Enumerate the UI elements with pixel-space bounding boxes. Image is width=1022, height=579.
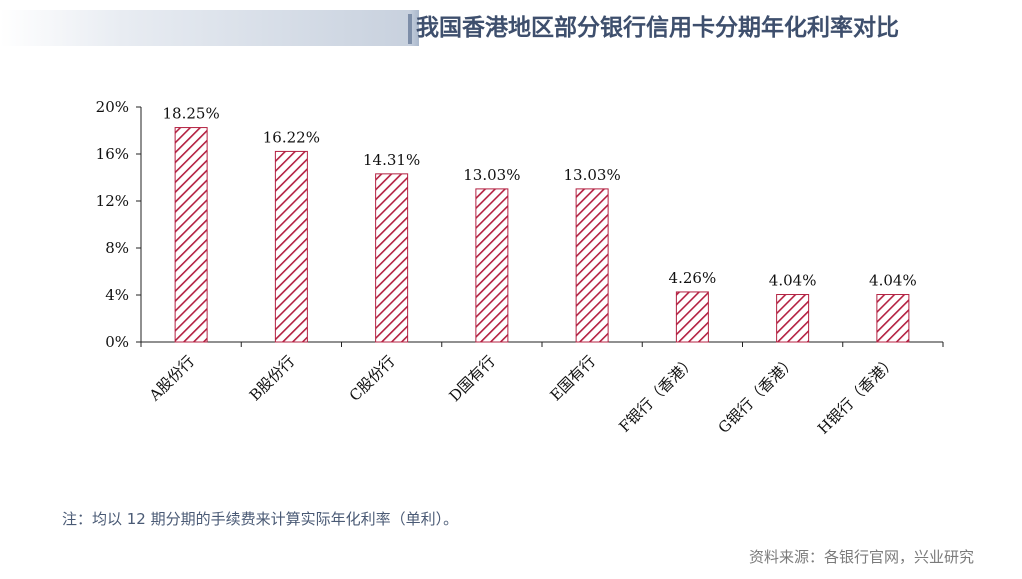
bar: [876, 294, 910, 343]
data-label: 4.04%: [869, 272, 917, 290]
bar: [274, 150, 308, 343]
bar-chart: 0% 4% 8% 12% 16% 20% 18.25% A股份行 16.22% B股份行 14.3…: [96, 98, 944, 438]
page-title: 我国香港地区部分银行信用卡分期年化利率对比: [416, 15, 899, 41]
x-tick-label: H银行（香港）: [814, 352, 900, 438]
x-tick-label: G银行（香港）: [715, 352, 800, 437]
title-band: [0, 10, 1022, 46]
data-label: 13.03%: [564, 166, 621, 184]
bar: [675, 291, 709, 343]
y-tick-label: 20%: [96, 98, 129, 116]
x-tick-label: E国有行: [547, 352, 599, 404]
y-tick-label: 16%: [96, 145, 129, 163]
bar: [475, 188, 509, 343]
title-accent-bar: [408, 14, 412, 44]
y-tick-label: 4%: [105, 286, 129, 304]
bar: [776, 294, 810, 343]
x-tick-label: D国有行: [446, 352, 499, 405]
data-label: 13.03%: [463, 166, 520, 184]
data-label: 16.22%: [263, 128, 320, 146]
bar: [575, 188, 609, 343]
data-label: 4.26%: [669, 269, 717, 287]
x-tick-label: F银行（香港）: [615, 352, 699, 436]
source-note: 资料来源：各银行官网，兴业研究: [748, 548, 974, 566]
y-tick-label: 0%: [105, 333, 129, 351]
data-label: 18.25%: [163, 105, 220, 123]
x-tick-label: C股份行: [346, 352, 399, 405]
y-tick-label: 12%: [96, 192, 129, 210]
data-label: 14.31%: [363, 151, 420, 169]
bar: [375, 173, 409, 343]
x-tick-label: A股份行: [145, 352, 198, 405]
y-tick-label: 8%: [105, 239, 129, 257]
data-label: 4.04%: [769, 272, 817, 290]
footnote: 注：均以 12 期分期的手续费来计算实际年化利率（单利）。: [62, 510, 459, 528]
bar: [174, 127, 208, 343]
x-tick-label: B股份行: [246, 352, 298, 404]
